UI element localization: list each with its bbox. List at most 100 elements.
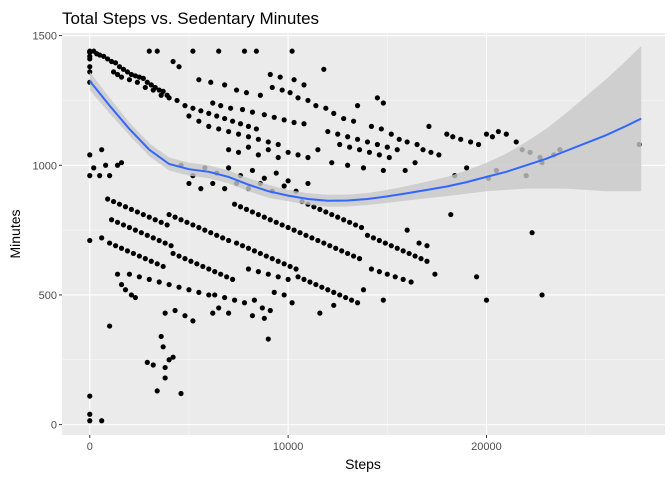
data-point bbox=[374, 141, 380, 148]
data-point bbox=[261, 175, 267, 181]
data-point bbox=[235, 131, 242, 137]
data-point bbox=[249, 209, 256, 215]
data-point bbox=[335, 214, 341, 220]
data-point bbox=[285, 224, 291, 231]
data-point bbox=[182, 313, 188, 319]
data-point bbox=[229, 118, 236, 124]
data-point bbox=[376, 269, 382, 275]
data-point bbox=[321, 66, 327, 72]
data-point bbox=[352, 222, 359, 228]
data-point bbox=[412, 160, 418, 166]
data-point bbox=[136, 74, 142, 80]
data-point bbox=[305, 154, 311, 161]
data-point bbox=[275, 154, 281, 161]
data-point bbox=[267, 307, 273, 314]
data-point bbox=[354, 300, 361, 306]
data-point bbox=[255, 211, 261, 218]
data-point bbox=[210, 100, 216, 106]
data-point bbox=[99, 235, 105, 241]
data-point bbox=[190, 222, 196, 228]
data-point bbox=[273, 170, 279, 176]
chart-title: Total Steps vs. Sedentary Minutes bbox=[62, 9, 319, 28]
data-point bbox=[412, 253, 418, 259]
data-point bbox=[350, 253, 357, 259]
data-point bbox=[394, 147, 400, 153]
data-point bbox=[87, 56, 93, 62]
data-point bbox=[273, 219, 279, 225]
data-point bbox=[208, 79, 214, 85]
data-point bbox=[150, 235, 156, 241]
data-point bbox=[138, 230, 144, 236]
data-point bbox=[406, 250, 412, 257]
data-point bbox=[198, 186, 204, 192]
data-point bbox=[140, 211, 146, 218]
data-point bbox=[396, 136, 402, 142]
data-point bbox=[275, 274, 281, 280]
data-point bbox=[335, 131, 341, 137]
data-point bbox=[87, 411, 93, 417]
data-point bbox=[168, 243, 174, 249]
data-point bbox=[281, 117, 287, 123]
data-point bbox=[249, 313, 256, 319]
data-point bbox=[107, 323, 113, 329]
data-point bbox=[218, 271, 224, 277]
data-point bbox=[301, 276, 307, 282]
data-point bbox=[116, 201, 123, 207]
data-point bbox=[293, 266, 299, 272]
x-tick-label: 10000 bbox=[273, 441, 304, 453]
data-point bbox=[323, 105, 329, 111]
data-point bbox=[231, 201, 238, 207]
data-point bbox=[313, 103, 319, 109]
data-point bbox=[483, 297, 490, 303]
data-point bbox=[170, 58, 176, 65]
data-point bbox=[354, 103, 361, 109]
data-point bbox=[311, 204, 317, 210]
data-point bbox=[154, 388, 160, 394]
data-point bbox=[291, 227, 297, 233]
data-point bbox=[114, 271, 121, 277]
data-point bbox=[376, 152, 382, 158]
data-point bbox=[331, 289, 337, 295]
data-point bbox=[146, 276, 152, 282]
data-point bbox=[116, 64, 123, 70]
data-point bbox=[392, 274, 398, 280]
data-point bbox=[341, 217, 347, 223]
data-point bbox=[539, 292, 545, 298]
data-point bbox=[118, 245, 125, 251]
data-point bbox=[124, 69, 131, 75]
data-point bbox=[208, 230, 214, 236]
data-point bbox=[325, 287, 331, 293]
data-point bbox=[323, 209, 329, 215]
data-point bbox=[368, 266, 375, 272]
data-point bbox=[226, 310, 232, 316]
data-point bbox=[436, 152, 442, 158]
data-point bbox=[267, 217, 273, 223]
data-point bbox=[162, 375, 168, 381]
data-point bbox=[428, 149, 434, 155]
data-point bbox=[194, 261, 200, 267]
data-point bbox=[279, 87, 285, 93]
data-point bbox=[358, 224, 365, 231]
data-point bbox=[114, 162, 121, 168]
data-point bbox=[368, 123, 375, 129]
data-point bbox=[297, 230, 303, 236]
data-point bbox=[243, 206, 250, 212]
data-point bbox=[382, 240, 388, 246]
data-point bbox=[160, 263, 166, 270]
data-point bbox=[329, 160, 335, 166]
data-point bbox=[285, 178, 291, 184]
data-point bbox=[331, 302, 337, 308]
data-point bbox=[224, 274, 230, 280]
y-tick-label: 0 bbox=[51, 420, 57, 432]
data-point bbox=[261, 214, 267, 220]
data-point bbox=[144, 79, 150, 85]
data-point bbox=[190, 318, 196, 324]
data-point bbox=[229, 276, 236, 282]
data-point bbox=[287, 90, 293, 96]
data-point bbox=[144, 359, 150, 365]
data-point bbox=[418, 256, 424, 262]
data-point bbox=[206, 123, 212, 129]
data-point bbox=[226, 237, 232, 244]
data-point bbox=[118, 74, 125, 80]
data-point bbox=[374, 95, 380, 101]
